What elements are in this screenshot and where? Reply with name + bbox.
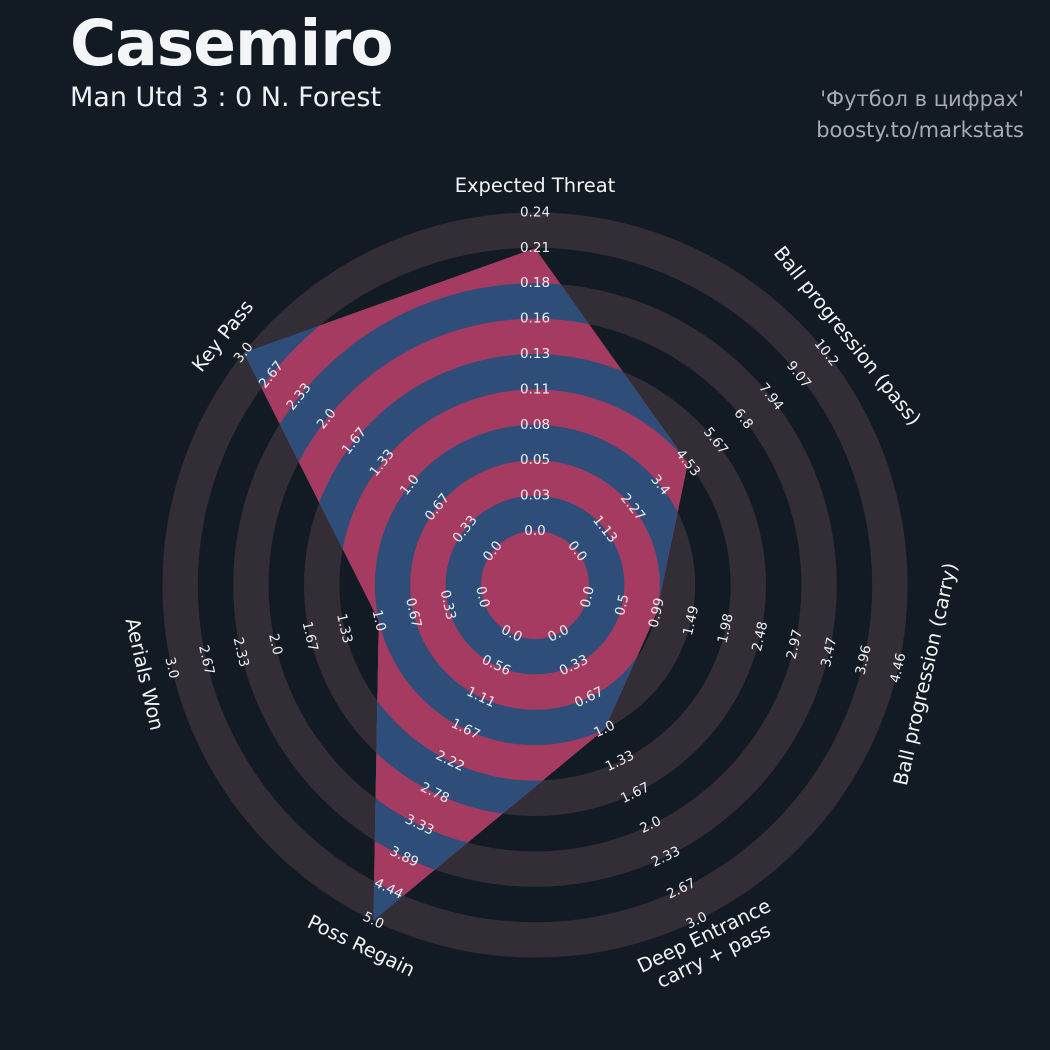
tick-label: 0.67 (402, 596, 424, 629)
tick-label: 1.98 (715, 612, 737, 645)
axis-label: Expected Threat (455, 174, 616, 197)
tick-label: 1.67 (299, 620, 321, 653)
tick-label: 0.18 (520, 275, 550, 291)
watermark: 'Футбол в цифрах' boosty.to/markstats (816, 84, 1024, 146)
match-score-subtitle: Man Utd 3 : 0 N. Forest (70, 82, 382, 114)
tick-label: 3.47 (818, 636, 840, 669)
tick-label: 2.67 (195, 644, 217, 677)
tick-label: 2.97 (784, 628, 806, 661)
tick-label: 0.13 (520, 346, 550, 362)
watermark-line-1: 'Футбол в цифрах' (820, 87, 1024, 111)
tick-label: 0.0 (577, 585, 597, 610)
tick-label: 0.0 (472, 585, 492, 610)
watermark-line-2: boosty.to/markstats (816, 118, 1024, 142)
tick-label: 0.99 (646, 596, 668, 629)
tick-label: 3.0 (162, 656, 182, 681)
tick-label: 0.08 (520, 417, 550, 433)
tick-label: 0.33 (437, 588, 459, 621)
tick-label: 0.21 (520, 240, 550, 256)
tick-label: 0.5 (612, 593, 632, 618)
tick-label: 1.33 (333, 612, 355, 645)
tick-label: 3.96 (853, 644, 875, 677)
tick-label: 0.03 (520, 488, 550, 504)
tick-label: 0.16 (520, 311, 550, 327)
tick-label: 0.24 (520, 204, 550, 220)
tick-label: 0.05 (520, 452, 550, 468)
tick-label: 1.49 (680, 604, 702, 637)
axis-label: Aerials Won (121, 616, 169, 733)
page-title: Casemiro (70, 7, 394, 80)
tick-label: 0.0 (524, 523, 545, 539)
radar-tick-labels: 0.0 0.03 0.05 0.08 0.11 0.13 0.16 0.18 0.21 0.24 0… (162, 204, 910, 932)
tick-label: 1.0 (369, 608, 389, 633)
header: Casemiro Man Utd 3 : 0 N. Forest (70, 7, 394, 114)
tick-label: 0.11 (520, 381, 550, 397)
tick-label: 2.33 (230, 636, 252, 669)
tick-label: 2.48 (749, 620, 771, 653)
tick-label: 4.46 (887, 651, 909, 684)
radar-polygon-center (481, 531, 589, 639)
tick-label: 2.0 (265, 632, 285, 657)
